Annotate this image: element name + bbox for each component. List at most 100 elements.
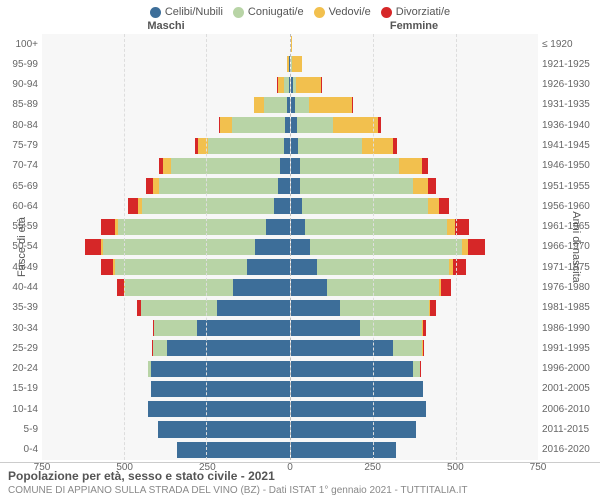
age-label: 20-24 (0, 363, 38, 374)
bar-segment (291, 117, 298, 133)
bar-segment (125, 279, 234, 295)
y-axis-title-left: Fasce di età (16, 217, 28, 277)
bar-segment (291, 239, 311, 255)
bar-segment (439, 198, 449, 214)
legend-item: Coniugati/e (233, 6, 304, 18)
age-label: 70-74 (0, 160, 38, 171)
bar-row-male (42, 359, 290, 379)
bar-segment (291, 401, 426, 417)
bar-segment (393, 138, 396, 154)
bar-segment (233, 279, 289, 295)
age-label: 0-4 (0, 444, 38, 455)
bar-segment (300, 178, 412, 194)
birth-label: 1926-1930 (542, 79, 600, 90)
bar-segment (153, 340, 168, 356)
bar-segment (291, 219, 306, 235)
bar-segment (291, 320, 360, 336)
bar-row-male (42, 338, 290, 358)
bar-row-male (42, 318, 290, 338)
column-headers: Maschi Femmine (0, 20, 600, 34)
age-label: 75-79 (0, 140, 38, 151)
age-label: 100+ (0, 39, 38, 50)
x-tick: 500 (447, 462, 464, 473)
bar-segment (423, 320, 426, 336)
bar-segment (177, 442, 289, 458)
age-label: 15-19 (0, 383, 38, 394)
bar-segment (291, 158, 300, 174)
bar-segment (289, 77, 290, 93)
bar-segment (171, 158, 280, 174)
legend-swatch (314, 7, 325, 18)
bar-row-male (42, 217, 290, 237)
bar-row-female (291, 440, 539, 460)
legend: Celibi/NubiliConiugati/eVedovi/eDivorzia… (0, 0, 600, 20)
male-side (42, 34, 291, 460)
bar-segment (128, 198, 138, 214)
bar-segment (274, 198, 290, 214)
bar-row-female (291, 338, 539, 358)
bar-segment (399, 158, 422, 174)
age-label: 65-69 (0, 181, 38, 192)
bar-row-male (42, 277, 290, 297)
bar-row-male (42, 176, 290, 196)
age-label: 80-84 (0, 120, 38, 131)
age-label: 25-29 (0, 343, 38, 354)
bar-row-female (291, 257, 539, 277)
bar-segment (264, 97, 287, 113)
bar-segment (151, 361, 290, 377)
bar-segment (291, 421, 416, 437)
chart-footer: Popolazione per età, sesso e stato civil… (0, 462, 600, 500)
bar-segment (266, 219, 289, 235)
bar-row-male (42, 34, 290, 54)
bar-row-male (42, 419, 290, 439)
bar-row-female (291, 156, 539, 176)
bar-segment (118, 219, 267, 235)
bar-row-female (291, 196, 539, 216)
bar-row-male (42, 257, 290, 277)
bar-segment (430, 300, 435, 316)
bar-segment (158, 421, 290, 437)
bar-segment (291, 442, 397, 458)
bar-segment (291, 279, 327, 295)
birth-label: 1991-1995 (542, 343, 600, 354)
birth-label: ≤ 1920 (542, 39, 600, 50)
gridline (206, 34, 207, 460)
x-tick: 750 (34, 462, 51, 473)
header-female: Femmine (290, 20, 538, 32)
bar-row-female (291, 135, 539, 155)
bar-row-male (42, 298, 290, 318)
bar-row-male (42, 115, 290, 135)
bar-segment (295, 97, 308, 113)
birth-label: 1946-1950 (542, 160, 600, 171)
age-label: 5-9 (0, 424, 38, 435)
footer-subtitle: COMUNE DI APPIANO SULLA STRADA DEL VINO … (8, 485, 592, 496)
x-tick: 750 (530, 462, 547, 473)
bar-segment (167, 340, 289, 356)
bar-segment (291, 178, 301, 194)
gridline (456, 34, 457, 460)
bar-segment (393, 340, 423, 356)
birth-label: 1996-2000 (542, 363, 600, 374)
bar-segment (208, 138, 284, 154)
bar-segment (291, 340, 393, 356)
bar-row-female (291, 75, 539, 95)
birth-label: 1951-1955 (542, 181, 600, 192)
birth-label: 2001-2005 (542, 383, 600, 394)
bar-segment (310, 239, 462, 255)
age-label: 35-39 (0, 302, 38, 313)
bar-row-female (291, 176, 539, 196)
bar-row-female (291, 217, 539, 237)
birth-label: 2011-2015 (542, 424, 600, 435)
plot-area: Fasce di età 100+95-9990-9485-8980-8475-… (0, 34, 600, 460)
age-label: 10-14 (0, 404, 38, 415)
bar-row-female (291, 419, 539, 439)
bar-row-female (291, 95, 539, 115)
bar-segment (163, 158, 171, 174)
bar-segment (378, 117, 381, 133)
bar-segment (362, 138, 393, 154)
bar-segment (287, 97, 289, 113)
bar-segment (217, 300, 290, 316)
bar-segment (154, 320, 197, 336)
birth-label: 1976-1980 (542, 282, 600, 293)
bar-row-female (291, 277, 539, 297)
